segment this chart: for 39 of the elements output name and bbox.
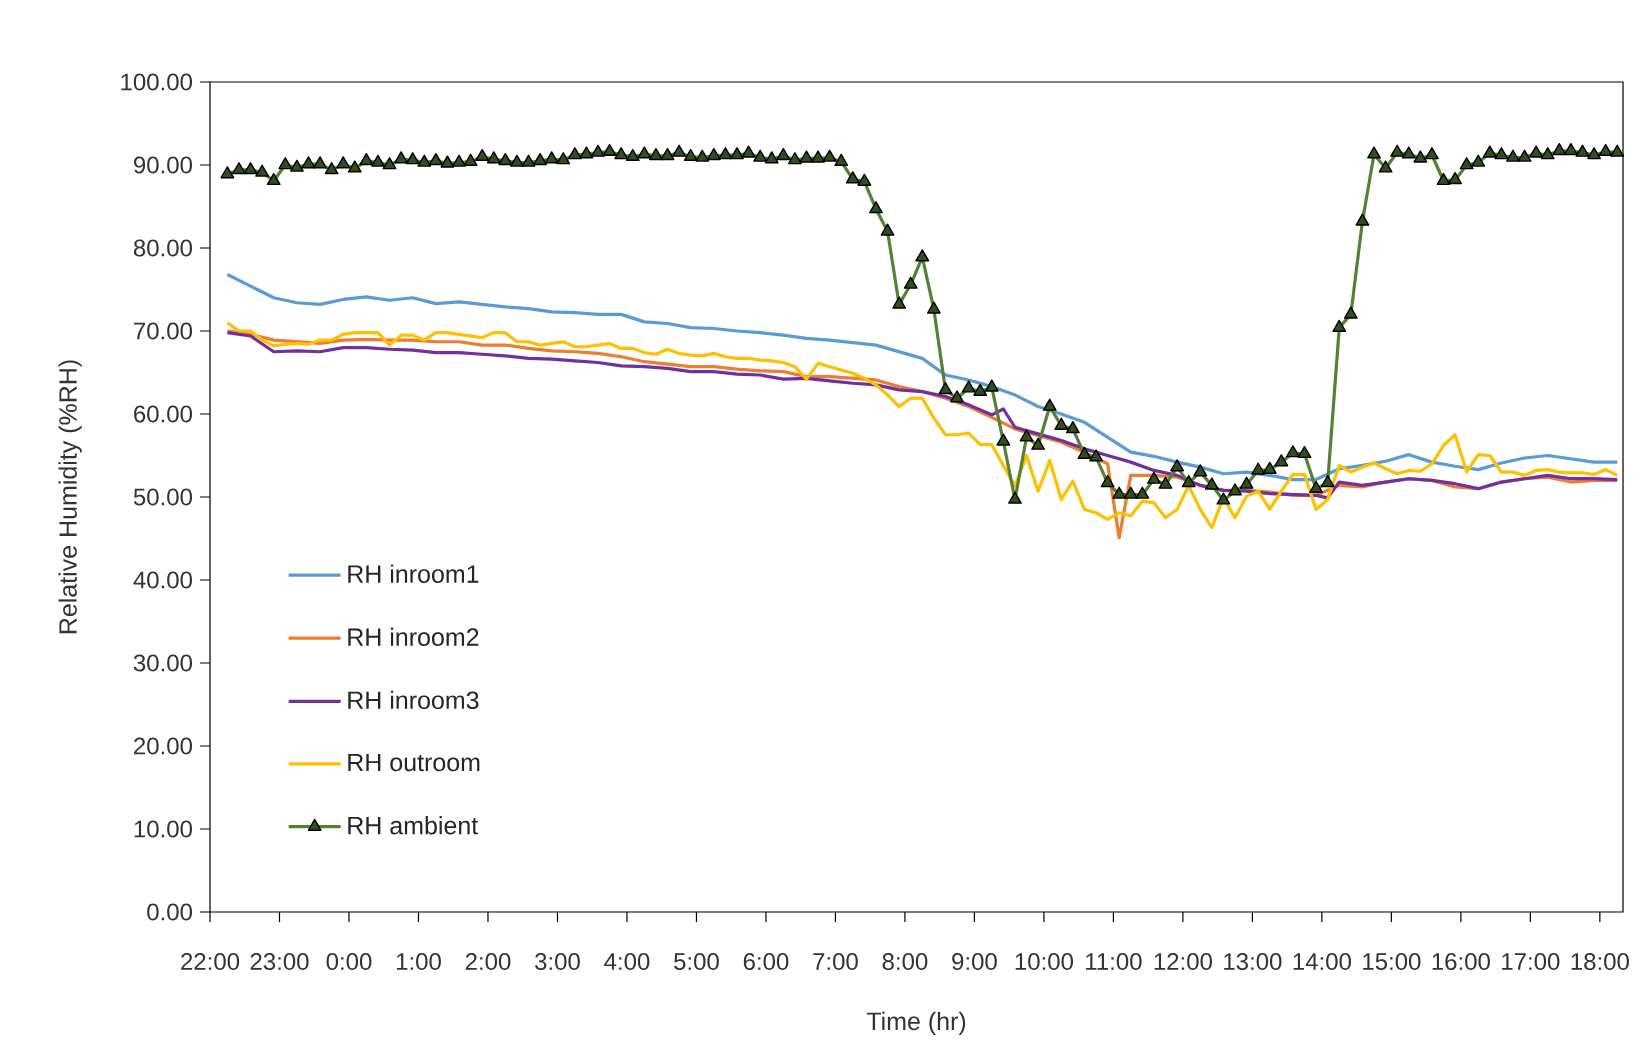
x-tick-label: 9:00 bbox=[952, 953, 997, 971]
x-tick-label: 15:00 bbox=[1363, 953, 1421, 971]
x-tick-label: 2:00 bbox=[465, 953, 511, 971]
legend-label: RH inroom1 bbox=[348, 564, 479, 583]
y-tick-label: 0.00 bbox=[147, 903, 193, 921]
x-tick-label: 7:00 bbox=[813, 953, 858, 971]
y-tick-label: 40.00 bbox=[133, 571, 193, 589]
x-tick-label: 13:00 bbox=[1224, 953, 1282, 971]
y-tick-label: 100.00 bbox=[121, 73, 192, 91]
y-tick-label: 50.00 bbox=[133, 488, 193, 506]
x-axis-title: Time (hr) bbox=[866, 1011, 966, 1036]
x-tick-label: 16:00 bbox=[1432, 953, 1490, 971]
y-tick-label: 60.00 bbox=[134, 405, 193, 423]
x-tick-label: 6:00 bbox=[743, 953, 789, 971]
x-tick-label: 22:00 bbox=[181, 953, 240, 971]
y-tick-label: 90.00 bbox=[134, 156, 193, 174]
y-tick-label: 20.00 bbox=[134, 737, 193, 755]
y-axis-title: Relative Humidity (%RH) bbox=[58, 360, 82, 634]
legend-label: RH inroom2 bbox=[348, 627, 479, 647]
x-tick-label: 18:00 bbox=[1571, 953, 1629, 971]
y-tick-label: 10.00 bbox=[134, 820, 193, 838]
y-tick-label: 70.00 bbox=[134, 322, 193, 340]
x-tick-label: 8:00 bbox=[882, 953, 928, 971]
legend-label: RH outroom bbox=[348, 753, 480, 772]
x-tick-label: 5:00 bbox=[674, 953, 719, 971]
x-tick-label: 17:00 bbox=[1502, 953, 1560, 971]
y-tick-label: 80.00 bbox=[133, 239, 193, 257]
x-tick-label: 12:00 bbox=[1154, 953, 1212, 971]
x-tick-label: 11:00 bbox=[1086, 953, 1142, 971]
x-tick-label: 1:00 bbox=[396, 953, 441, 971]
legend-label: RH inroom3 bbox=[348, 690, 479, 710]
x-tick-label: 4:00 bbox=[604, 953, 650, 971]
x-tick-label: 0:00 bbox=[326, 953, 372, 971]
y-tick-label: 30.00 bbox=[133, 654, 193, 672]
x-tick-label: 3:00 bbox=[535, 953, 580, 971]
x-tick-label: 10:00 bbox=[1015, 953, 1074, 971]
legend-label: RH ambient bbox=[348, 816, 479, 835]
x-tick-label: 14:00 bbox=[1293, 953, 1351, 971]
x-tick-label: 23:00 bbox=[250, 953, 309, 971]
